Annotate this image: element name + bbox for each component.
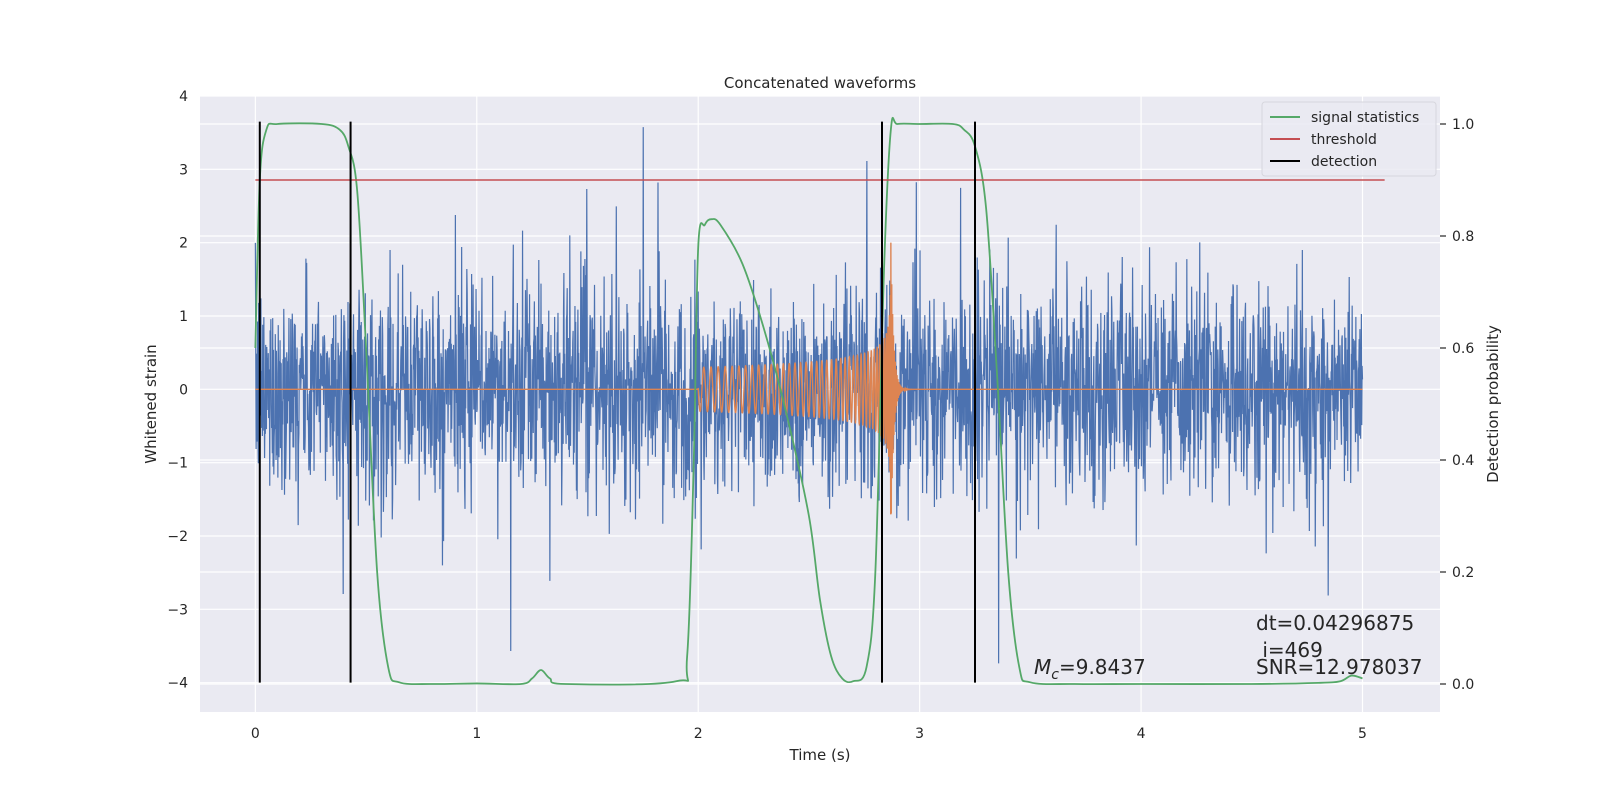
y-tick-label: 0 — [179, 382, 188, 398]
detection-lines — [258, 121, 976, 683]
legend-label-threshold: threshold — [1311, 132, 1377, 148]
legend-label-detection: detection — [1311, 154, 1377, 170]
x-tick-label: 3 — [915, 726, 924, 742]
noise-waveform-series — [254, 127, 1364, 664]
right-tick-label: 0.4 — [1452, 453, 1474, 469]
y-axis-label: Whitened strain — [142, 344, 160, 463]
snr-annotation: SNR=12.978037 — [1256, 655, 1422, 679]
x-tick-label: 0 — [251, 726, 260, 742]
x-axis-label: Time (s) — [789, 746, 851, 764]
x-tick-label: 2 — [694, 726, 703, 742]
right-tick-label: 1.0 — [1452, 117, 1474, 133]
right-axis-label: Detection probability — [1484, 325, 1502, 483]
right-tick-label: 0.2 — [1452, 565, 1474, 581]
legend-box — [1261, 101, 1437, 177]
right-tick-label: 0.6 — [1452, 341, 1474, 357]
plot-area — [254, 116, 1385, 686]
y-tick-label: 4 — [179, 89, 188, 105]
index-annotation: i=469 — [1256, 638, 1323, 662]
y-tick-label: −3 — [167, 602, 188, 618]
x-tick-label: 5 — [1358, 726, 1367, 742]
y-tick-label: −2 — [167, 529, 188, 545]
chirp-mass-annotation: Mc=9.8437 — [1034, 655, 1146, 683]
x-tick-label: 1 — [472, 726, 481, 742]
chart-title: Concatenated waveforms — [724, 74, 916, 92]
y-tick-label: −1 — [167, 456, 188, 472]
x-axis-ticks: 0 1 2 3 4 5 — [251, 726, 1367, 742]
chirp-waveform-series — [255, 242, 1363, 515]
signal-statistics-series — [254, 116, 1363, 686]
y-tick-label: −4 — [167, 676, 188, 692]
y-tick-label: 3 — [179, 162, 188, 178]
y-tick-label: 1 — [179, 309, 188, 325]
y-axis-ticks: −4 −3 −2 −1 0 1 2 3 4 — [167, 89, 188, 692]
right-axis-ticks: 0.0 0.2 0.4 0.6 0.8 1.0 — [1440, 117, 1474, 693]
right-tick-label: 0.0 — [1452, 677, 1474, 693]
dt-annotation: dt=0.04296875 — [1256, 611, 1414, 635]
legend-label-signal-statistics: signal statistics — [1311, 110, 1419, 126]
right-tick-label: 0.8 — [1452, 229, 1474, 245]
x-tick-label: 4 — [1137, 726, 1146, 742]
y-tick-label: 2 — [179, 236, 188, 252]
legend: signal statistics threshold detection — [1261, 101, 1437, 177]
